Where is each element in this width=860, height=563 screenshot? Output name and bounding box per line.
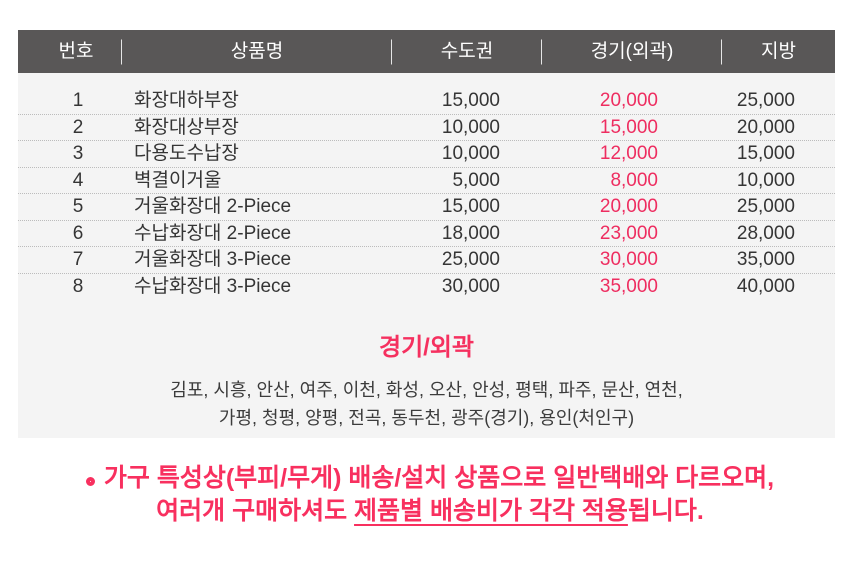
notice-line-2-suffix: 됩니다. (627, 497, 704, 525)
price-gyeonggi-outer: 8,000 (610, 169, 658, 191)
notice-line-1: 가구 특성상(부피/무게) 배송/설치 상품으로 일반택배와 다르오며, (0, 462, 860, 495)
product-name: 거울화장대 2-Piece (134, 196, 292, 218)
product-name: 수납화장대 2-Piece (134, 222, 292, 244)
price-jibang: 15,000 (736, 143, 795, 165)
price-jibang: 25,000 (736, 196, 795, 218)
price-jibang: 28,000 (736, 222, 795, 244)
table-body: 1 화장대하부장 15,000 20,000 25,000 2 화장대상부장 1… (18, 88, 835, 300)
header-product-name: 상품명 (122, 30, 392, 73)
product-name: 벽결이거울 (134, 169, 222, 191)
shipping-fee-panel: 번호 상품명 수도권 경기(외곽) 지방 1 화장대하부장 15,000 20,… (18, 30, 835, 438)
product-name: 화장대하부장 (134, 90, 239, 112)
price-sudogwon: 18,000 (441, 222, 500, 244)
row-number: 8 (72, 276, 84, 298)
row-number: 3 (72, 143, 84, 165)
table-row: 2 화장대상부장 10,000 15,000 20,000 (18, 115, 835, 141)
price-gyeonggi-outer: 12,000 (599, 143, 658, 165)
price-sudogwon: 30,000 (441, 276, 500, 298)
price-sudogwon: 25,000 (441, 249, 500, 271)
price-gyeonggi-outer: 30,000 (599, 249, 658, 271)
product-name: 거울화장대 3-Piece (134, 249, 292, 271)
region-list-line-2: 가평, 청평, 양평, 전곡, 동두천, 광주(경기), 용인(처인구) (218, 408, 635, 428)
notice-line-1-text: 가구 특성상(부피/무게) 배송/설치 상품으로 일반택배와 다르오며, (103, 464, 775, 492)
price-jibang: 25,000 (736, 90, 795, 112)
table-row: 3 다용도수납장 10,000 12,000 15,000 (18, 141, 835, 168)
product-name: 화장대상부장 (134, 116, 239, 138)
row-number: 7 (72, 249, 84, 271)
table-row: 6 수납화장대 2-Piece 18,000 23,000 28,000 (18, 221, 835, 247)
header-number: 번호 (18, 30, 122, 73)
price-sudogwon: 5,000 (452, 169, 500, 191)
price-gyeonggi-outer: 15,000 (599, 116, 658, 138)
row-number: 1 (72, 90, 84, 112)
region-section-title: 경기/외곽 (379, 334, 474, 361)
price-sudogwon: 10,000 (441, 143, 500, 165)
header-sudogwon: 수도권 (392, 30, 542, 73)
price-jibang: 10,000 (736, 169, 795, 191)
table-row: 7 거울화장대 3-Piece 25,000 30,000 35,000 (18, 247, 835, 274)
table-row: 8 수납화장대 3-Piece 30,000 35,000 40,000 (18, 274, 835, 301)
header-jibang: 지방 (761, 41, 796, 62)
price-gyeonggi-outer: 35,000 (599, 276, 658, 298)
table-row: 4 벽결이거울 5,000 8,000 10,000 (18, 168, 835, 194)
price-jibang: 20,000 (736, 116, 795, 138)
product-name: 다용도수납장 (134, 143, 239, 165)
price-sudogwon: 15,000 (441, 196, 500, 218)
row-number: 2 (72, 116, 84, 138)
price-gyeonggi-outer: 20,000 (599, 196, 658, 218)
shipping-notice: 가구 특성상(부피/무게) 배송/설치 상품으로 일반택배와 다르오며, 여러개… (0, 462, 860, 528)
table-row: 5 거울화장대 2-Piece 15,000 20,000 25,000 (18, 194, 835, 221)
price-jibang: 35,000 (736, 249, 795, 271)
product-name: 수납화장대 3-Piece (134, 276, 292, 298)
row-number: 5 (72, 196, 84, 218)
notice-line-2-prefix: 여러개 구매하셔도 (156, 497, 355, 525)
bullet-circle-icon (85, 477, 95, 486)
table-header: 번호 상품명 수도권 경기(외곽) 지방 (18, 30, 835, 73)
row-number: 6 (72, 222, 84, 244)
price-jibang: 40,000 (736, 276, 795, 298)
price-sudogwon: 15,000 (441, 90, 500, 112)
price-gyeonggi-outer: 23,000 (599, 222, 658, 244)
table-row: 1 화장대하부장 15,000 20,000 25,000 (18, 88, 835, 115)
price-sudogwon: 10,000 (441, 116, 500, 138)
header-gyeonggi-outer: 경기(외곽) (542, 30, 722, 73)
notice-line-2: 여러개 구매하셔도 제품별 배송비가 각각 적용됩니다. (0, 495, 860, 528)
region-section: 경기/외곽 김포, 시흥, 안산, 여주, 이천, 화성, 오산, 안성, 평택… (18, 327, 835, 432)
price-gyeonggi-outer: 20,000 (599, 90, 658, 112)
notice-line-2-underlined: 제품별 배송비가 각각 적용 (354, 497, 628, 525)
region-list-line-1: 김포, 시흥, 안산, 여주, 이천, 화성, 오산, 안성, 평택, 파주, … (170, 380, 683, 400)
row-number: 4 (72, 169, 84, 191)
